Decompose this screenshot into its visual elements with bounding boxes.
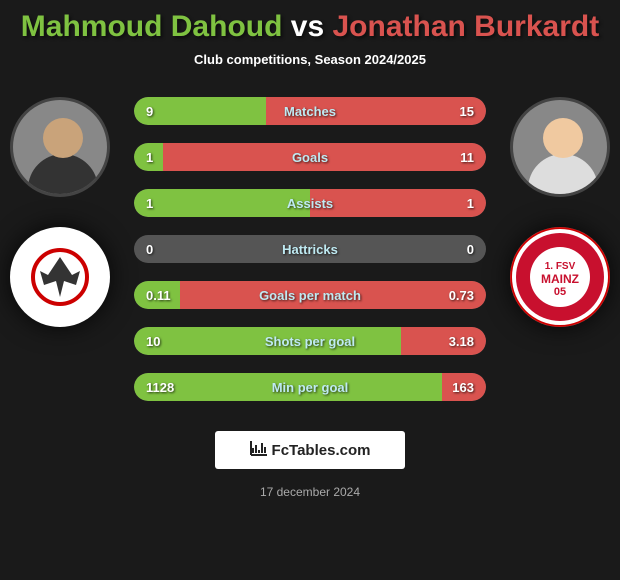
stat-row: 0.11 Goals per match 0.73 xyxy=(134,281,486,309)
player2-value: 0 xyxy=(467,235,474,263)
stat-row: 10 Shots per goal 3.18 xyxy=(134,327,486,355)
stat-label: Goals per match xyxy=(134,281,486,309)
stat-label: Goals xyxy=(134,143,486,171)
stat-row: 9 Matches 15 xyxy=(134,97,486,125)
comparison-title: Mahmoud Dahoud vs Jonathan Burkardt xyxy=(0,0,620,44)
stat-label: Assists xyxy=(134,189,486,217)
brand-badge: FcTables.com xyxy=(215,431,405,469)
brand-text: FcTables.com xyxy=(272,442,371,459)
player2-avatar xyxy=(510,97,610,197)
eagle-icon xyxy=(30,247,90,307)
player2-club-badge: 1. FSV MAINZ 05 xyxy=(510,227,610,327)
footer-date: 17 december 2024 xyxy=(0,485,620,499)
season-subtitle: Club competitions, Season 2024/2025 xyxy=(0,52,620,67)
comparison-body: 9 Matches 15 1 Goals 11 1 Assists 1 0 Ha… xyxy=(0,97,620,401)
mainz-badge-icon: 1. FSV MAINZ 05 xyxy=(510,227,610,327)
stat-label: Min per goal xyxy=(134,373,486,401)
stat-row: 1128 Min per goal 163 xyxy=(134,373,486,401)
svg-text:05: 05 xyxy=(554,286,566,298)
player2-value: 3.18 xyxy=(449,327,474,355)
stat-row: 0 Hattricks 0 xyxy=(134,235,486,263)
chart-icon xyxy=(250,440,268,461)
player2-name: Jonathan Burkardt xyxy=(332,10,599,43)
stat-row: 1 Goals 11 xyxy=(134,143,486,171)
player1-club-badge xyxy=(10,227,110,327)
player2-value: 0.73 xyxy=(449,281,474,309)
player1-name: Mahmoud Dahoud xyxy=(21,10,283,43)
svg-text:1. FSV: 1. FSV xyxy=(545,261,576,272)
player2-value: 163 xyxy=(452,373,474,401)
stat-label: Shots per goal xyxy=(134,327,486,355)
player2-value: 15 xyxy=(460,97,474,125)
player1-column xyxy=(10,97,110,401)
stat-row: 1 Assists 1 xyxy=(134,189,486,217)
vs-separator: vs xyxy=(291,10,324,43)
player2-column: 1. FSV MAINZ 05 xyxy=(510,97,610,401)
stats-bars: 9 Matches 15 1 Goals 11 1 Assists 1 0 Ha… xyxy=(110,97,510,401)
stat-label: Hattricks xyxy=(134,235,486,263)
player1-avatar xyxy=(10,97,110,197)
player2-value: 1 xyxy=(467,189,474,217)
player2-value: 11 xyxy=(460,143,474,171)
svg-text:MAINZ: MAINZ xyxy=(541,272,579,286)
stat-label: Matches xyxy=(134,97,486,125)
